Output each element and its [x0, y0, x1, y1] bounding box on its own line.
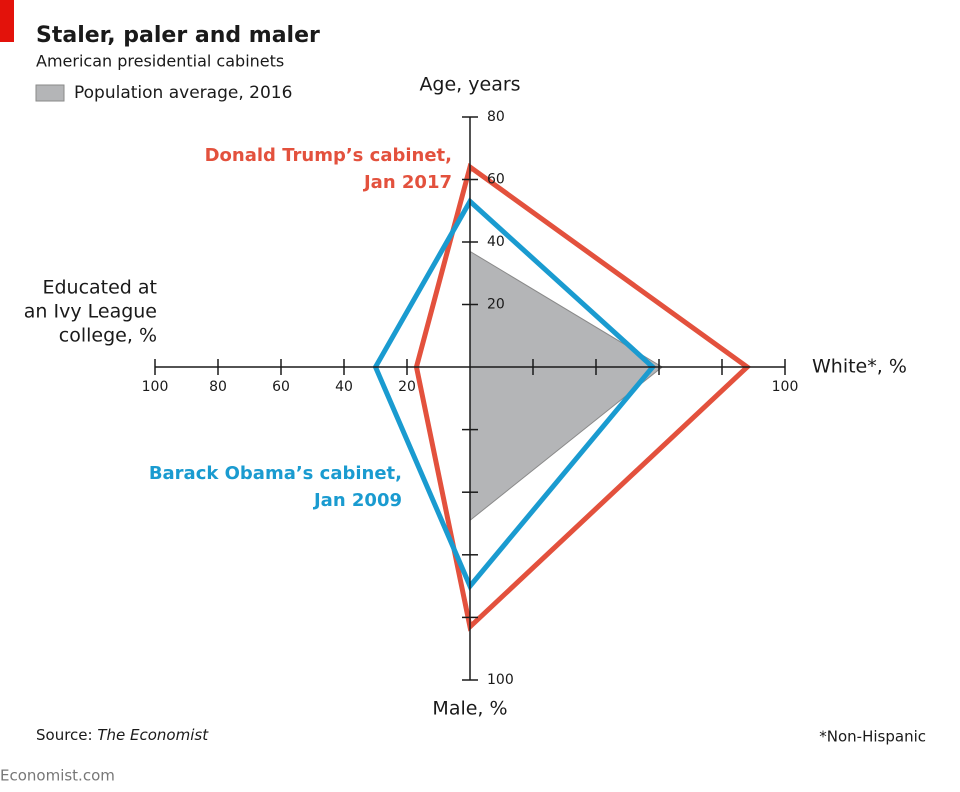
tick-label: 40 [487, 234, 505, 250]
axis-title: an Ivy League [24, 301, 157, 323]
series-label-line: Donald Trump’s cabinet, [205, 145, 452, 166]
plot [372, 162, 752, 632]
brand-bar [0, 0, 14, 42]
tick-label: 20 [398, 379, 416, 395]
source: Source: The Economist [36, 726, 209, 744]
source-name: The Economist [97, 726, 209, 744]
series-label-line: Barack Obama’s cabinet, [149, 463, 402, 484]
legend-swatch [35, 84, 65, 102]
tick-label: 100 [142, 379, 169, 395]
tick-label: 20 [487, 297, 505, 313]
source-label: Source: [36, 726, 93, 744]
series-label: Donald Trump’s cabinet, Jan 2017 [205, 145, 452, 193]
axis-title: Educated at [42, 277, 157, 299]
axis-title: Male, % [432, 698, 507, 720]
tick-label: 100 [772, 379, 799, 395]
series-label-line: Jan 2009 [312, 490, 402, 511]
tick-label: 40 [335, 379, 353, 395]
axis-title: Age, years [419, 74, 520, 96]
chart-title: Staler, paler and maler [36, 23, 320, 48]
tick-label: 60 [487, 172, 505, 188]
tick-label: 100 [487, 672, 514, 688]
legend-label: Population average, 2016 [74, 83, 292, 103]
footnote: *Non-Hispanic [819, 728, 926, 746]
tick-label: 60 [272, 379, 290, 395]
tick-label: 80 [209, 379, 227, 395]
axis-title: college, % [59, 325, 157, 347]
series-label: Barack Obama’s cabinet, Jan 2009 [149, 463, 402, 511]
brand: Economist.com [0, 767, 115, 785]
series-label-line: Jan 2017 [362, 172, 452, 193]
chart-subtitle: American presidential cabinets [36, 52, 284, 71]
axis-title: White*, % [812, 356, 907, 378]
tick-label: 80 [487, 109, 505, 125]
